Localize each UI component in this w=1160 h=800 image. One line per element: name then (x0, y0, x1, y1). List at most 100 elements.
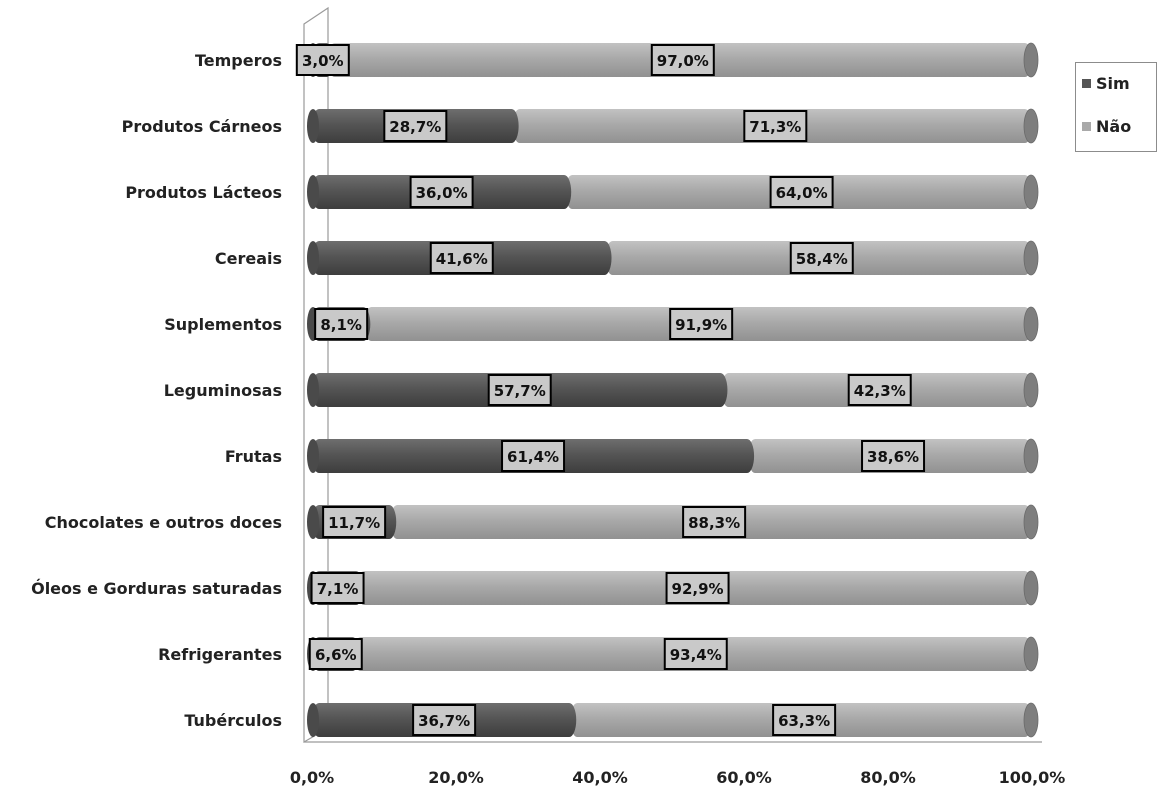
bar-start-cap-tuberculos (307, 703, 319, 737)
data-label-sim-produtos-carneos-text: 28,7% (389, 118, 441, 136)
data-label-nao-frutas-box (861, 440, 926, 472)
data-label-nao-produtos-carneos: 71,3% (743, 110, 808, 142)
category-label-leguminosas: Leguminosas (164, 381, 282, 400)
data-label-sim-refrigerantes-text: 6,6% (315, 646, 357, 664)
bar-end-cap-temperos (1023, 42, 1039, 78)
bar-end-cap-frutas (1023, 438, 1039, 474)
data-label-sim-oleos-e-gorduras-saturadas: 7,1% (310, 572, 365, 604)
data-label-nao-tuberculos-text: 63,3% (778, 712, 830, 730)
x-tick-label: 20,0% (428, 768, 484, 787)
legend-swatch-nao (1082, 122, 1091, 131)
data-label-nao-cereais-text: 58,4% (796, 250, 848, 268)
data-label-nao-tuberculos: 63,3% (772, 704, 837, 736)
data-label-nao-cereais-box (789, 242, 854, 274)
category-label-frutas: Frutas (225, 447, 282, 466)
data-label-nao-chocolates-e-outros-doces-box (682, 506, 747, 538)
bar-end-cap-leguminosas (1023, 372, 1039, 408)
data-label-nao-frutas: 38,6% (861, 440, 926, 472)
data-label-sim-leguminosas-text: 57,7% (494, 382, 546, 400)
data-label-sim-tuberculos: 36,7% (412, 704, 477, 736)
category-label-cereais: Cereais (215, 249, 282, 268)
data-label-sim-tuberculos-box (412, 704, 477, 736)
data-label-sim-temperos-box (295, 44, 350, 76)
x-tick-label: 80,0% (860, 768, 916, 787)
category-label-suplementos: Suplementos (164, 315, 282, 334)
data-label-nao-produtos-lacteos: 64,0% (769, 176, 834, 208)
category-label-refrigerantes: Refrigerantes (158, 645, 282, 664)
data-label-nao-suplementos-box (669, 308, 734, 340)
bars-layer (307, 42, 1039, 738)
data-label-sim-frutas: 61,4% (501, 440, 566, 472)
data-label-sim-chocolates-e-outros-doces: 11,7% (322, 506, 387, 538)
bar-start-cap-chocolates-e-outros-doces (307, 505, 319, 539)
data-label-sim-temperos: 3,0% (295, 44, 350, 76)
category-label-oleos-e-gorduras-saturadas: Óleos e Gorduras saturadas (31, 579, 282, 598)
bar-end-cap-suplementos (1023, 306, 1039, 342)
data-label-sim-cereais-text: 41,6% (436, 250, 488, 268)
bar-end-cap-produtos-lacteos (1023, 174, 1039, 210)
bar-start-cap-leguminosas (307, 373, 319, 407)
x-tick-label: 100,0% (999, 768, 1066, 787)
data-label-nao-temperos: 97,0% (650, 44, 715, 76)
data-label-nao-temperos-box (650, 44, 715, 76)
legend-item-nao: Não (1082, 117, 1131, 136)
data-label-nao-produtos-lacteos-box (769, 176, 834, 208)
data-label-nao-oleos-e-gorduras-saturadas-box (665, 572, 730, 604)
data-label-sim-chocolates-e-outros-doces-text: 11,7% (328, 514, 380, 532)
data-label-nao-leguminosas-box (847, 374, 912, 406)
data-label-nao-oleos-e-gorduras-saturadas-text: 92,9% (672, 580, 724, 598)
data-label-sim-oleos-e-gorduras-saturadas-text: 7,1% (317, 580, 359, 598)
chart-legend: Sim Não (1075, 62, 1157, 152)
legend-label-sim: Sim (1096, 74, 1130, 93)
category-label-produtos-lacteos: Produtos Lácteos (125, 183, 282, 202)
data-label-nao-temperos-text: 97,0% (657, 52, 709, 70)
data-label-nao-cereais: 58,4% (789, 242, 854, 274)
data-label-nao-refrigerantes-box (663, 638, 728, 670)
bar-start-cap-frutas (307, 439, 319, 473)
legend-label-nao: Não (1096, 117, 1132, 136)
bar-start-cap-produtos-carneos (307, 109, 319, 143)
bar-end-cap-refrigerantes (1023, 636, 1039, 672)
data-label-sim-refrigerantes-box (308, 638, 363, 670)
bar-end-cap-produtos-carneos (1023, 108, 1039, 144)
data-label-sim-frutas-text: 61,4% (507, 448, 559, 466)
category-label-chocolates-e-outros-doces: Chocolates e outros doces (45, 513, 282, 532)
data-label-nao-oleos-e-gorduras-saturadas: 92,9% (665, 572, 730, 604)
legend-swatch-sim (1082, 79, 1091, 88)
data-label-nao-produtos-carneos-box (743, 110, 808, 142)
data-label-nao-produtos-lacteos-text: 64,0% (776, 184, 828, 202)
data-label-sim-tuberculos-text: 36,7% (418, 712, 470, 730)
data-label-sim-refrigerantes: 6,6% (308, 638, 363, 670)
x-tick-label: 0,0% (290, 768, 334, 787)
labels-layer: Temperos 3,0% 97,0% Produtos Cárneos 28,7% 71… (31, 44, 926, 736)
data-label-nao-suplementos: 91,9% (669, 308, 734, 340)
data-label-sim-chocolates-e-outros-doces-box (322, 506, 387, 538)
category-label-tuberculos: Tubérculos (184, 711, 282, 730)
data-label-nao-frutas-text: 38,6% (867, 448, 919, 466)
data-label-sim-suplementos-box (314, 308, 369, 340)
x-tick-label: 40,0% (572, 768, 628, 787)
data-label-sim-suplementos: 8,1% (314, 308, 369, 340)
data-label-sim-oleos-e-gorduras-saturadas-box (310, 572, 365, 604)
data-label-sim-cereais: 41,6% (429, 242, 494, 274)
category-label-temperos: Temperos (195, 51, 282, 70)
data-label-sim-produtos-carneos: 28,7% (383, 110, 448, 142)
bar-start-cap-produtos-lacteos (307, 175, 319, 209)
data-label-nao-suplementos-text: 91,9% (675, 316, 727, 334)
x-tick-label: 60,0% (716, 768, 772, 787)
data-label-sim-frutas-box (501, 440, 566, 472)
data-label-nao-leguminosas: 42,3% (847, 374, 912, 406)
data-label-nao-chocolates-e-outros-doces: 88,3% (682, 506, 747, 538)
data-label-sim-temperos-text: 3,0% (302, 52, 344, 70)
data-label-nao-refrigerantes: 93,4% (663, 638, 728, 670)
data-label-sim-cereais-box (429, 242, 494, 274)
bar-start-cap-cereais (307, 241, 319, 275)
legend-item-sim: Sim (1082, 74, 1130, 93)
bar-end-cap-oleos-e-gorduras-saturadas (1023, 570, 1039, 606)
data-label-sim-suplementos-text: 8,1% (320, 316, 362, 334)
data-label-nao-tuberculos-box (772, 704, 837, 736)
data-label-nao-chocolates-e-outros-doces-text: 88,3% (688, 514, 740, 532)
data-label-nao-leguminosas-text: 42,3% (854, 382, 906, 400)
bar-end-cap-tuberculos (1023, 702, 1039, 738)
